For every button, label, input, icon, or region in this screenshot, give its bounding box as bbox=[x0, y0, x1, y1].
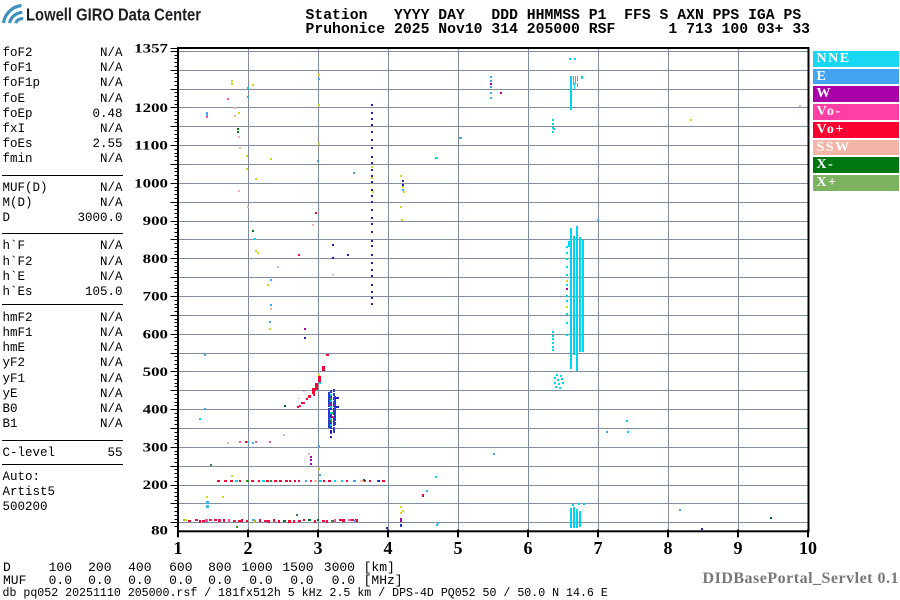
svg-text:200: 200 bbox=[143, 478, 168, 492]
svg-text:600: 600 bbox=[143, 327, 168, 341]
svg-text:500: 500 bbox=[143, 365, 168, 379]
svg-text:1357: 1357 bbox=[134, 42, 168, 56]
svg-text:900: 900 bbox=[143, 214, 168, 228]
svg-text:1000: 1000 bbox=[134, 176, 168, 190]
svg-text:Lowell GIRO Data Center: Lowell GIRO Data Center bbox=[26, 5, 201, 25]
svg-text:1200: 1200 bbox=[134, 101, 168, 115]
svg-text:700: 700 bbox=[143, 290, 168, 304]
svg-text:800: 800 bbox=[143, 252, 168, 266]
svg-text:1100: 1100 bbox=[134, 139, 168, 153]
svg-text:300: 300 bbox=[143, 440, 168, 454]
svg-text:80: 80 bbox=[151, 523, 168, 537]
svg-text:400: 400 bbox=[143, 403, 168, 417]
